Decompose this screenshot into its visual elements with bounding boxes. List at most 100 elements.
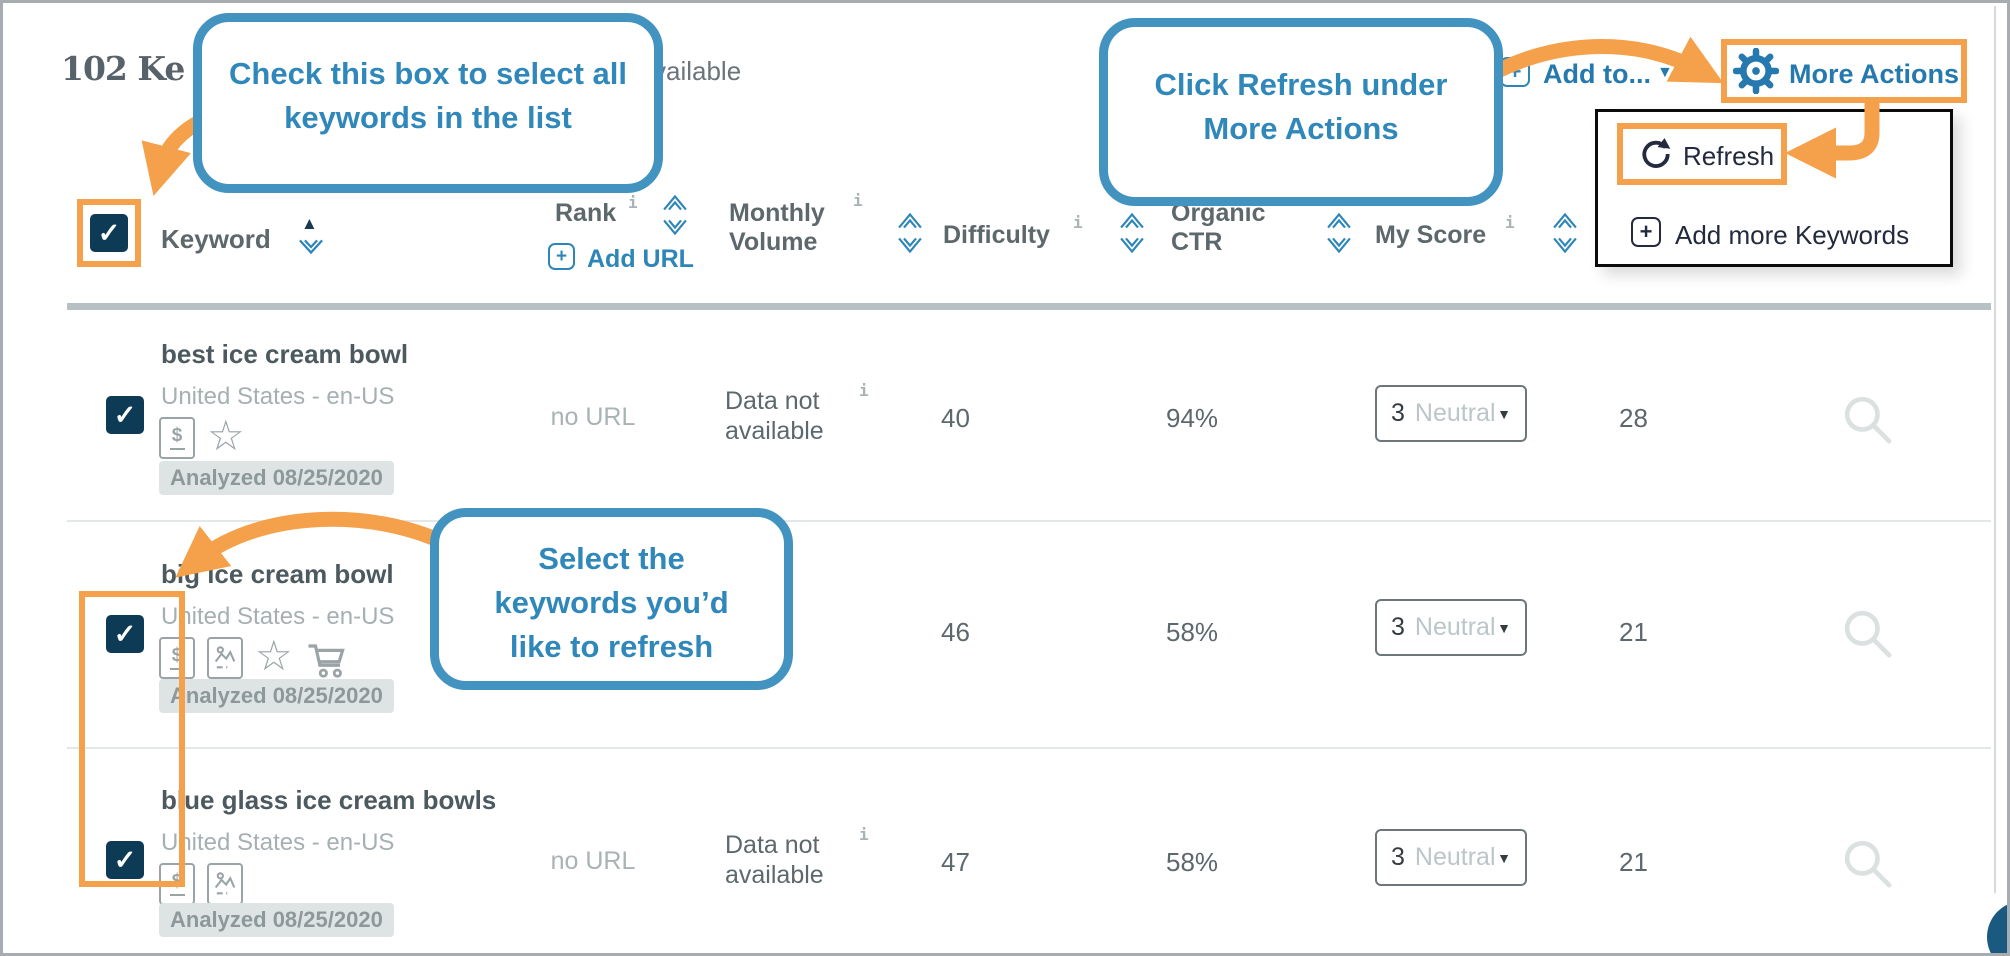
- organic-ctr-cell: 58%: [1166, 847, 1219, 877]
- my-score-info-icon[interactable]: i: [1505, 213, 1515, 232]
- check-glyph: ✓: [113, 399, 137, 430]
- search-icon[interactable]: [1839, 391, 1895, 447]
- sort-down-icon[interactable]: [297, 237, 325, 257]
- my-score-value: 3: [1391, 843, 1405, 871]
- difficulty-cell: 46: [941, 617, 970, 647]
- more-actions-highlight-box: [1721, 39, 1967, 103]
- add-to-caret-icon[interactable]: ▼: [1657, 64, 1673, 81]
- sort-my-score-icon[interactable]: [1551, 209, 1579, 257]
- my-score-value: 3: [1391, 613, 1405, 641]
- analyzed-badge: Analyzed 08/25/2020: [159, 461, 394, 495]
- image-icon: [207, 863, 243, 905]
- cart-icon: [308, 644, 345, 678]
- star-glyph: ☆: [207, 412, 245, 459]
- plus-glyph: +: [555, 246, 568, 267]
- my-score-dropdown[interactable]: 3 Neutral ▼: [1375, 599, 1527, 656]
- rank-cell: no URL: [550, 847, 636, 875]
- search-icon[interactable]: [1839, 605, 1895, 661]
- add-keywords-plus-icon[interactable]: +: [1631, 217, 1661, 247]
- callout-text-bold: More Actions: [1203, 111, 1399, 147]
- more-actions-button[interactable]: More Actions: [1789, 59, 1960, 89]
- row-divider: [67, 747, 1991, 749]
- organic-ctr-cell: 58%: [1166, 617, 1219, 647]
- gear-icon[interactable]: [1733, 48, 1779, 94]
- select-all-highlight-box: [77, 199, 141, 267]
- star-glyph: ☆: [255, 632, 293, 679]
- image-icon: [207, 637, 243, 679]
- callout-click-refresh: Click Refresh under More Actions: [1099, 18, 1503, 206]
- keyword-cell[interactable]: best ice cream bowl: [161, 339, 409, 369]
- my-score-label: Neutral: [1414, 399, 1496, 427]
- my-score-label: Neutral: [1414, 613, 1496, 641]
- refresh-highlight-box: [1617, 123, 1787, 185]
- rank-info-icon[interactable]: i: [628, 193, 638, 212]
- column-header-keyword[interactable]: Keyword: [161, 224, 271, 254]
- score-cell: 21: [1619, 847, 1648, 877]
- score-cell: 28: [1619, 403, 1648, 433]
- column-header-monthly-volume[interactable]: Monthly Volume: [729, 199, 825, 256]
- locale-label: United States - en-US: [161, 603, 395, 630]
- refresh-icon[interactable]: [1639, 137, 1673, 171]
- my-score-dropdown[interactable]: 3 Neutral ▼: [1375, 829, 1527, 886]
- row-divider: [67, 520, 1991, 522]
- add-to-plus-icon[interactable]: +: [1500, 57, 1530, 87]
- add-to-button[interactable]: Add to...: [1543, 59, 1651, 89]
- select-all-checkbox[interactable]: ✓: [90, 214, 128, 252]
- row-checkbox[interactable]: ✓: [106, 841, 144, 879]
- checkbox-column-highlight-box: [79, 591, 185, 887]
- chat-bubble[interactable]: [1987, 901, 2007, 953]
- monthly-volume-cell: Data not available: [725, 831, 824, 889]
- my-score-dropdown[interactable]: 3 Neutral ▼: [1375, 385, 1527, 442]
- sort-up-glyph: ▲: [301, 214, 318, 233]
- callout-text: Click: [1154, 67, 1238, 102]
- rank-cell: no URL: [550, 403, 636, 431]
- row-checkbox[interactable]: ✓: [106, 615, 144, 653]
- star-icon[interactable]: ☆: [255, 635, 293, 677]
- add-url-link[interactable]: Add URL: [587, 245, 694, 273]
- monthly-volume-info-icon[interactable]: i: [853, 191, 863, 210]
- keyword-cell[interactable]: big ice cream bowl: [161, 559, 394, 589]
- page-subtitle-fragment: vailable: [653, 56, 742, 86]
- callout-select-all: Check this box to select all keywords in…: [193, 13, 663, 193]
- organic-ctr-cell: 94%: [1166, 403, 1219, 433]
- plus-glyph: +: [1639, 219, 1653, 244]
- data-info-icon[interactable]: i: [859, 825, 869, 844]
- content-edge-divider: [1994, 6, 1996, 953]
- column-header-organic-ctr[interactable]: Organic CTR: [1171, 199, 1266, 256]
- callout-text: Select the keywords you’d like to refres…: [494, 541, 729, 665]
- row-checkbox[interactable]: ✓: [106, 396, 144, 434]
- dollar-glyph: $: [171, 644, 183, 666]
- callout-text: under: [1352, 67, 1448, 102]
- difficulty-info-icon[interactable]: i: [1073, 213, 1083, 232]
- sort-organic-ctr-icon[interactable]: [1325, 209, 1353, 257]
- sort-monthly-volume-icon[interactable]: [896, 209, 924, 257]
- dollar-icon: $: [159, 637, 195, 679]
- column-header-my-score[interactable]: My Score: [1375, 221, 1487, 249]
- check-glyph: ✓: [113, 618, 137, 649]
- locale-label: United States - en-US: [161, 829, 395, 856]
- chevron-down-icon: ▼: [1497, 619, 1511, 636]
- keyword-cell[interactable]: blue glass ice cream bowls: [161, 785, 497, 815]
- chevron-down-icon: ▼: [1497, 849, 1511, 866]
- column-header-difficulty[interactable]: Difficulty: [943, 221, 1050, 249]
- difficulty-cell: 47: [941, 847, 970, 877]
- check-glyph: ✓: [113, 844, 137, 875]
- sort-up-active-icon[interactable]: ▲: [301, 215, 318, 232]
- difficulty-cell: 40: [941, 403, 970, 433]
- search-icon[interactable]: [1839, 835, 1895, 891]
- menu-item-add-more-keywords[interactable]: Add more Keywords: [1675, 220, 1910, 250]
- star-icon[interactable]: ☆: [207, 415, 245, 457]
- chevron-down-icon: ▼: [1497, 405, 1511, 422]
- column-header-rank[interactable]: Rank: [555, 199, 617, 227]
- dollar-glyph: $: [171, 424, 183, 446]
- plus-glyph: +: [1508, 59, 1522, 84]
- sort-difficulty-icon[interactable]: [1118, 209, 1146, 257]
- check-glyph: ✓: [97, 217, 121, 248]
- add-url-plus-icon[interactable]: +: [548, 243, 575, 270]
- data-info-icon[interactable]: i: [859, 381, 869, 400]
- sort-rank-icon[interactable]: [661, 191, 689, 239]
- dollar-icon: $: [159, 417, 195, 459]
- callout-text: Check this box to select all keywords in…: [229, 56, 627, 136]
- menu-item-refresh[interactable]: Refresh: [1683, 141, 1775, 171]
